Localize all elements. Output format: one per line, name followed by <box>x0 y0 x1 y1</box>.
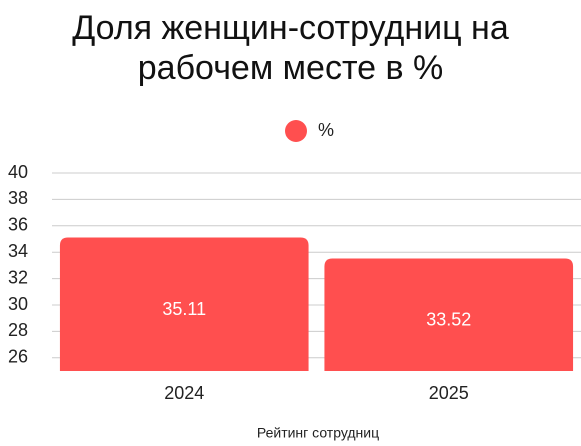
y-tick-label: 34 <box>8 241 28 261</box>
y-tick-label: 32 <box>8 267 28 287</box>
value-label: 35.11 <box>162 299 206 319</box>
bar <box>324 258 574 371</box>
x-tick-label: 2024 <box>164 383 204 403</box>
y-tick-label: 38 <box>8 188 28 208</box>
y-tick-label: 28 <box>8 320 28 340</box>
chart-title: Доля женщин-сотрудниц на рабочем месте в… <box>72 9 509 87</box>
y-tick-label: 36 <box>8 215 28 235</box>
y-tick-label: 26 <box>8 347 28 367</box>
legend-swatch <box>285 120 307 142</box>
x-tick-label: 2025 <box>429 383 469 403</box>
value-label: 33.52 <box>426 310 471 330</box>
bar <box>59 237 309 371</box>
y-tick-label: 30 <box>8 294 28 314</box>
legend-label: % <box>318 120 334 140</box>
y-tick-label: 40 <box>8 162 28 182</box>
x-axis-label: Рейтинг сотрудниц <box>257 425 379 441</box>
